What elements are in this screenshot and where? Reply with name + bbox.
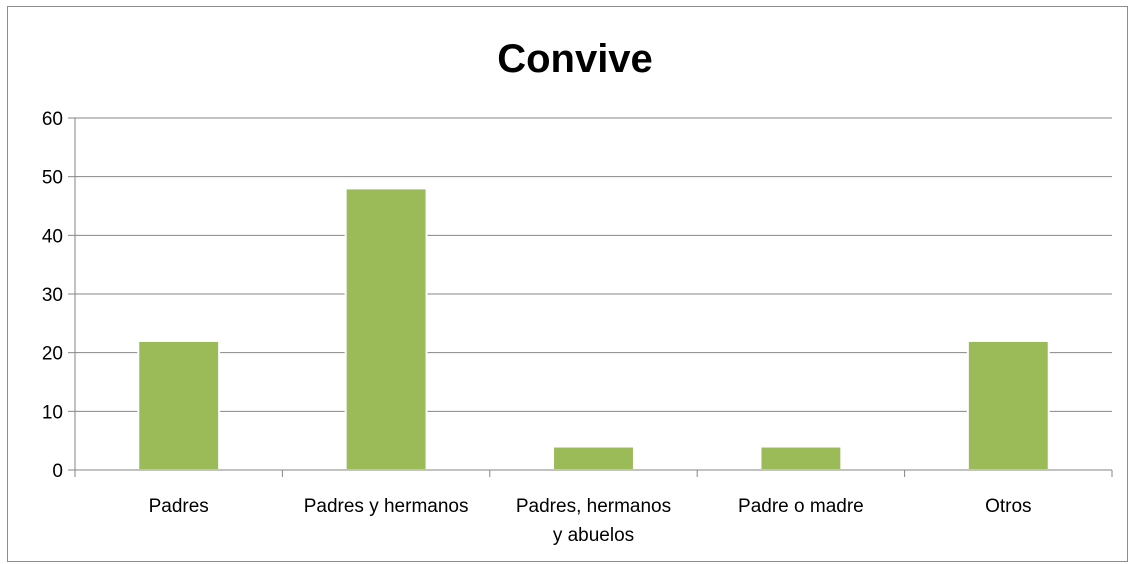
bars xyxy=(137,187,1050,471)
bar xyxy=(344,187,428,471)
x-tick-label: Padre o madre xyxy=(738,496,864,517)
axes xyxy=(74,118,1112,471)
x-tick-label: Padres xyxy=(149,496,209,517)
y-tick-label: 10 xyxy=(42,402,63,423)
bar xyxy=(552,445,635,471)
y-axis-ticks: 0 10 20 30 40 50 60 xyxy=(42,109,75,482)
bar xyxy=(759,445,843,471)
y-tick-label: 20 xyxy=(42,344,63,365)
chart-title: Convive xyxy=(497,37,653,81)
x-axis-ticks: Padres Padres y hermanos Padres, hermanos y… xyxy=(74,470,1113,546)
bar xyxy=(137,339,221,471)
y-tick-label: 50 xyxy=(42,168,63,189)
x-tick-label: Padres y hermanos xyxy=(304,496,469,517)
bar xyxy=(966,339,1050,471)
y-tick-label: 60 xyxy=(42,109,63,130)
y-tick-label: 40 xyxy=(42,226,63,247)
y-tick-label: 30 xyxy=(42,285,63,306)
x-tick-label: Padres, hermanos y abuelos xyxy=(516,496,671,546)
gridlines xyxy=(75,117,1112,412)
x-tick-label: Otros xyxy=(985,496,1031,517)
y-tick-label: 0 xyxy=(52,461,63,482)
